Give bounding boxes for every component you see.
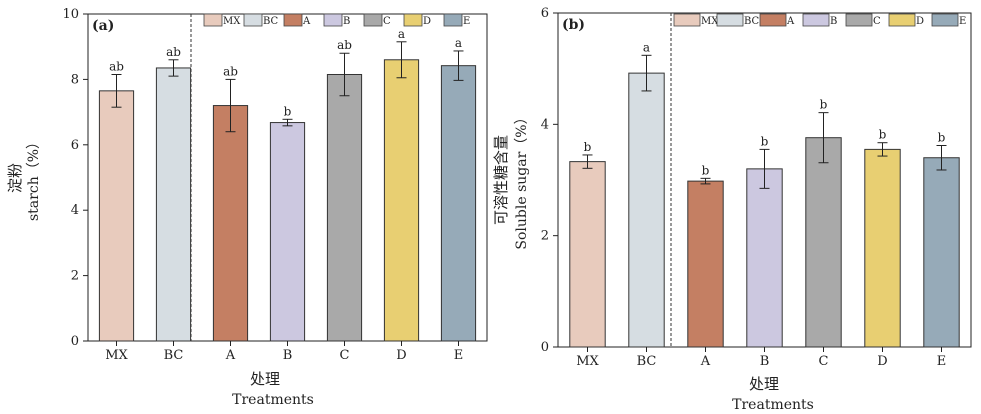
- x-axis-label-en: Treatments: [232, 392, 314, 408]
- x-tick-label: A: [700, 354, 711, 369]
- legend-swatch: [888, 13, 916, 27]
- legend-label: A: [302, 16, 311, 27]
- x-axis-label-cn: 处理: [749, 375, 779, 393]
- legend-swatch: [716, 13, 744, 27]
- bar: [746, 168, 783, 348]
- panel-label: (b): [562, 17, 585, 33]
- legend-swatch: [203, 13, 223, 27]
- y-tick-label: 2: [71, 269, 79, 284]
- legend-swatch: [673, 13, 701, 27]
- significance-letter: b: [284, 104, 292, 118]
- x-tick-label: BC: [164, 348, 184, 363]
- legend-swatch: [443, 13, 463, 27]
- x-tick-label: C: [819, 354, 829, 369]
- legend-swatch: [802, 13, 830, 27]
- legend-swatch: [363, 13, 383, 27]
- bar: [212, 105, 249, 342]
- significance-letter: b: [584, 140, 592, 154]
- legend-label: D: [916, 16, 924, 27]
- legend-label: C: [383, 16, 391, 27]
- bar: [155, 67, 192, 342]
- legend-label: BC: [263, 16, 279, 27]
- significance-letter: b: [820, 98, 828, 112]
- significance-letter: a: [455, 36, 462, 50]
- bar: [805, 137, 842, 348]
- legend-swatch: [931, 13, 959, 27]
- legend-swatch: [243, 13, 263, 27]
- legend-label: B: [343, 16, 350, 27]
- legend-label: A: [786, 16, 795, 27]
- y-tick-label: 4: [541, 117, 549, 132]
- significance-letter: b: [879, 128, 887, 142]
- legend-label: D: [423, 16, 431, 27]
- x-tick-label: D: [877, 354, 887, 369]
- panel-label: (a): [92, 18, 114, 34]
- x-axis-label-en: Treatments: [732, 397, 814, 413]
- y-tick-label: 4: [71, 203, 79, 218]
- y-tick-label: 6: [541, 6, 549, 21]
- legend-swatch: [759, 13, 787, 27]
- legend-swatch: [283, 13, 303, 27]
- significance-letter: b: [938, 130, 946, 144]
- bar: [326, 73, 363, 342]
- significance-letter: b: [702, 163, 710, 177]
- legend-swatch: [403, 13, 423, 27]
- significance-letter: ab: [109, 59, 124, 73]
- bar: [440, 65, 477, 342]
- y-tick-label: 6: [71, 138, 79, 153]
- significance-letter: ab: [223, 64, 238, 78]
- legend-label: MX: [701, 16, 719, 27]
- x-tick-label: E: [454, 348, 464, 363]
- bar: [864, 148, 901, 348]
- x-tick-label: D: [396, 348, 406, 363]
- bar: [269, 122, 306, 342]
- legend-label: C: [873, 16, 881, 27]
- significance-letter: ab: [166, 45, 181, 59]
- x-tick-label: C: [340, 348, 350, 363]
- bar: [383, 59, 420, 342]
- y-tick-label: 10: [62, 7, 79, 22]
- x-tick-label: MX: [105, 348, 128, 363]
- y-axis-label-cn: 可溶性糖含量: [492, 135, 510, 225]
- significance-letter: ab: [337, 38, 352, 52]
- legend-swatch: [323, 13, 343, 27]
- legend-label: E: [463, 16, 470, 27]
- legend-label: B: [830, 16, 837, 27]
- x-tick-label: BC: [637, 354, 657, 369]
- x-tick-label: B: [760, 354, 770, 369]
- x-tick-label: B: [283, 348, 293, 363]
- y-tick-label: 0: [71, 334, 79, 349]
- bar: [923, 157, 960, 348]
- y-axis-label-cn: 淀粉: [6, 163, 24, 193]
- bar: [569, 161, 606, 348]
- bar: [687, 180, 724, 348]
- significance-letter: b: [761, 134, 769, 148]
- y-tick-label: 2: [541, 229, 549, 244]
- x-tick-label: E: [937, 354, 947, 369]
- bar: [628, 72, 665, 348]
- x-axis-label-cn: 处理: [250, 370, 280, 388]
- legend-label: E: [959, 16, 966, 27]
- x-tick-label: MX: [576, 354, 599, 369]
- significance-letter: a: [398, 27, 405, 41]
- significance-letter: a: [643, 40, 650, 54]
- bar: [98, 90, 135, 342]
- y-axis-label-en: starch（%）: [26, 135, 42, 221]
- y-tick-label: 8: [71, 72, 79, 87]
- legend-label: BC: [744, 16, 760, 27]
- y-axis-label-en: Soluble sugar（%）: [514, 110, 530, 249]
- legend-swatch: [845, 13, 873, 27]
- legend-label: MX: [223, 16, 241, 27]
- x-tick-label: A: [225, 348, 236, 363]
- y-tick-label: 0: [541, 340, 549, 355]
